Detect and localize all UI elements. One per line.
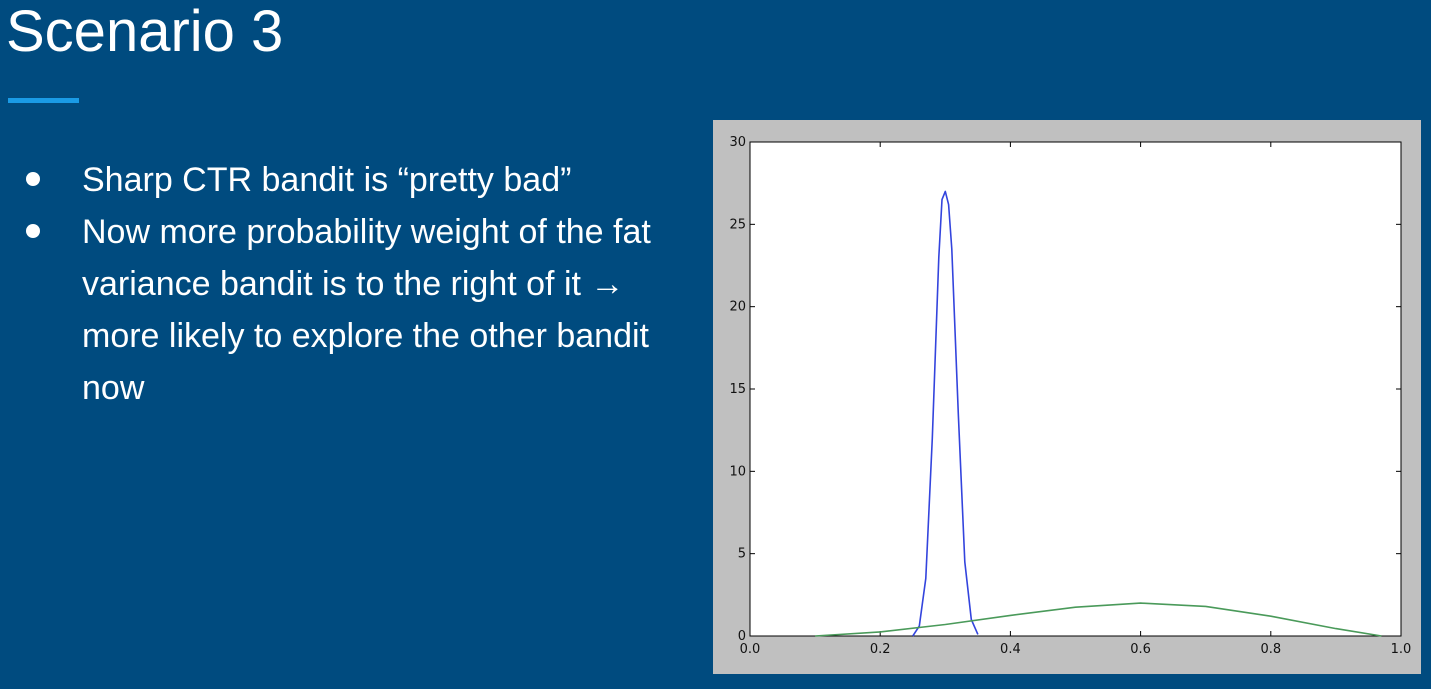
y-tick-label: 20 bbox=[729, 300, 746, 315]
bullet-item: Sharp CTR bandit is “pretty bad” bbox=[20, 154, 700, 206]
bullet-text: Sharp CTR bandit is “pretty bad” bbox=[82, 161, 572, 199]
slide-title: Scenario 3 bbox=[6, 0, 284, 64]
bullet-list: Sharp CTR bandit is “pretty bad” Now mor… bbox=[20, 154, 700, 414]
bullet-text: Now more probability weight of the fat v… bbox=[82, 213, 651, 407]
x-tick-label: 0.2 bbox=[870, 642, 891, 657]
y-tick-label: 25 bbox=[729, 217, 746, 232]
y-tick-label: 10 bbox=[729, 464, 746, 479]
x-tick-label: 0.0 bbox=[740, 642, 761, 657]
bullet-dot-icon bbox=[26, 172, 40, 186]
series-line-0 bbox=[912, 190, 979, 637]
y-tick-label: 5 bbox=[738, 547, 746, 562]
y-tick-label: 0 bbox=[738, 629, 746, 644]
series-line-1 bbox=[815, 602, 1382, 637]
bullet-item: Now more probability weight of the fat v… bbox=[20, 206, 700, 414]
chart-frame: 0.0 0.2 0.4 0.6 0.8 1.0 0 5 10 15 20 25 30 bbox=[713, 120, 1421, 674]
y-tick-label: 30 bbox=[729, 135, 746, 150]
y-tick-label: 15 bbox=[729, 382, 746, 397]
bullet-dot-icon bbox=[26, 224, 40, 238]
x-tick-label: 1.0 bbox=[1391, 642, 1412, 657]
title-accent-bar bbox=[8, 98, 79, 103]
x-tick-label: 0.4 bbox=[1000, 642, 1021, 657]
x-tick-label: 0.8 bbox=[1260, 642, 1281, 657]
density-chart: 0.0 0.2 0.4 0.6 0.8 1.0 0 5 10 15 20 25 30 bbox=[729, 135, 1412, 657]
x-tick-label: 0.6 bbox=[1130, 642, 1151, 657]
plot-area bbox=[749, 141, 1402, 637]
